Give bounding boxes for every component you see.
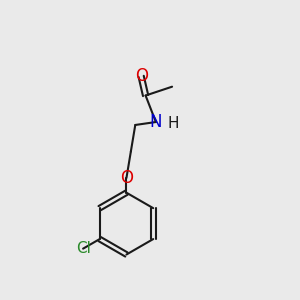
Text: O: O bbox=[135, 68, 148, 85]
Text: H: H bbox=[167, 116, 179, 131]
Text: Cl: Cl bbox=[76, 241, 91, 256]
Text: N: N bbox=[150, 113, 162, 131]
Text: O: O bbox=[120, 169, 133, 187]
